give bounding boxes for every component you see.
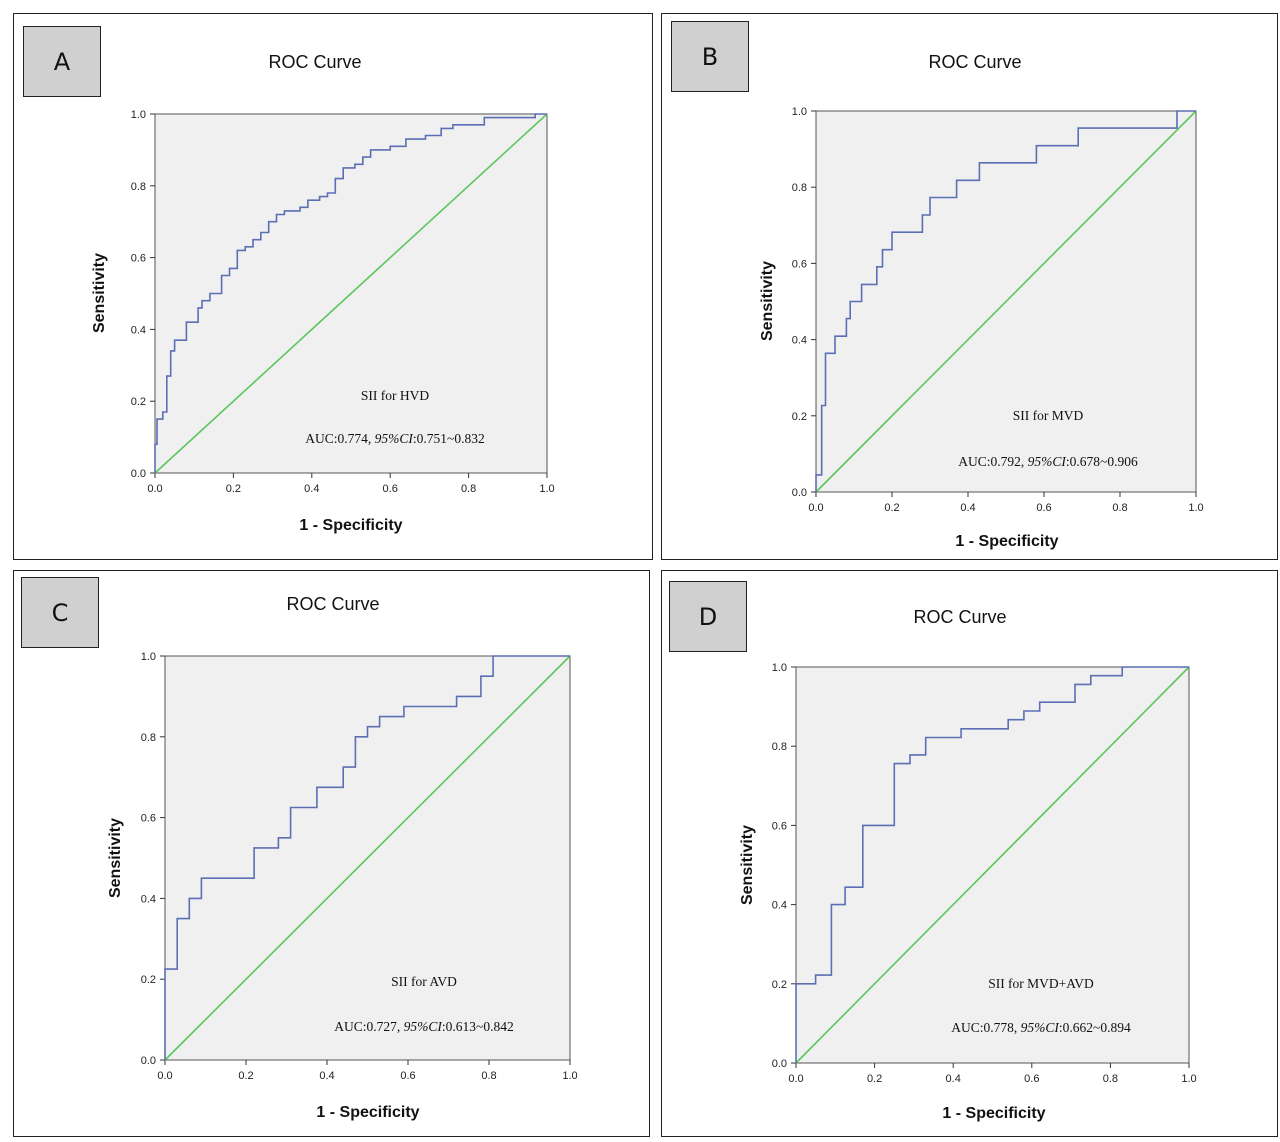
x-tick-label-c: 1.0 (562, 1070, 577, 1082)
auc-text-b: AUC:0.792, 95%CI:0.678~0.906 (958, 454, 1138, 469)
chart-title-c: ROC Curve (286, 594, 380, 614)
y-tick-label-a: 0.2 (131, 396, 146, 408)
x-tick-label-c: 0.2 (238, 1070, 253, 1082)
x-tick-label-c: 0.6 (400, 1070, 415, 1082)
x-tick-label-a: 0.8 (461, 483, 476, 495)
y-tick-label-a: 0.0 (131, 468, 146, 480)
x-tick-label-c: 0.0 (157, 1070, 172, 1082)
x-tick-label-a: 0.2 (226, 483, 241, 495)
y-tick-label-a: 0.8 (131, 181, 146, 193)
chart-d: 0.00.0 0.2 0.2 0.4 0.4 0.6 0.6 0.8 0.8 1.0 1.0 1 - … (739, 662, 1197, 1122)
roc-curve-c (164, 655, 570, 1060)
y-tick-label-b: 1.0 (792, 106, 807, 118)
reference-line-c (164, 655, 571, 1061)
x-axis-label-a: 1 - Specificity (299, 517, 402, 534)
x-tick-label-c: 0.8 (481, 1070, 496, 1082)
y-tick-label-b: 0.0 (792, 487, 807, 499)
x-tick-label-d: 0.8 (1103, 1073, 1118, 1085)
annotation-d: SII for MVD+AVD (988, 976, 1094, 991)
x-tick-label-a: 0.4 (304, 483, 319, 495)
x-tick-label-b: 0.2 (884, 502, 899, 514)
ci-label-c: 95%CI (404, 1019, 444, 1034)
y-axis-label-a: Sensitivity (91, 253, 108, 333)
y-axis-label-d: Sensitivity (739, 825, 756, 905)
y-tick-label-d: 0.4 (772, 900, 787, 912)
x-tick-label-b: 0.8 (1112, 502, 1127, 514)
ci-label-d: 95%CI (1021, 1020, 1061, 1035)
y-tick-label-c: 0.8 (141, 732, 156, 744)
x-tick-label-b: 1.0 (1188, 502, 1203, 514)
y-tick-label-c: 0.4 (141, 893, 156, 905)
y-axis-label-c: Sensitivity (107, 818, 124, 898)
panel-letter-b: B (671, 21, 749, 92)
x-axis-label-c: 1 - Specificity (316, 1104, 419, 1121)
x-tick-label-a: 0.0 (147, 483, 162, 495)
chart-title-d: ROC Curve (913, 607, 1007, 627)
chart-b: 0.00.0 0.2 0.2 0.4 0.4 0.6 0.6 0.8 0.8 1.0 1.0 1 - … (759, 106, 1204, 550)
roc-curve-b (815, 110, 1196, 492)
auc-value-c: AUC:0.727, (334, 1019, 403, 1034)
x-tick-label-d: 0.2 (867, 1073, 882, 1085)
x-tick-label-d: 0.0 (788, 1073, 803, 1085)
ci-label-b: 95%CI (1028, 454, 1068, 469)
x-tick-label-c: 0.4 (319, 1070, 334, 1082)
ci-value-a: :0.751~0.832 (413, 431, 485, 446)
chart-title-a: ROC Curve (268, 52, 362, 72)
y-tick-label-a: 0.6 (131, 253, 146, 265)
ci-value-b: :0.678~0.906 (1066, 454, 1138, 469)
ci-label-a: 95%CI (375, 431, 415, 446)
y-tick-label-d: 0.6 (772, 820, 787, 832)
y-tick-label-b: 0.8 (792, 182, 807, 194)
y-tick-label-d: 1.0 (772, 662, 787, 674)
annotation-b: SII for MVD (1013, 408, 1084, 423)
ci-value-d: :0.662~0.894 (1059, 1020, 1131, 1035)
auc-text-c: AUC:0.727, 95%CI:0.613~0.842 (334, 1019, 513, 1034)
auc-value-b: AUC:0.792, (958, 454, 1027, 469)
y-tick-label-c: 0.6 (141, 813, 156, 825)
x-tick-label-a: 0.6 (383, 483, 398, 495)
y-tick-label-c: 0.0 (141, 1055, 156, 1067)
panel-letter-c: C (21, 577, 99, 648)
x-tick-label-d: 0.6 (1024, 1073, 1039, 1085)
x-tick-label-b: 0.4 (960, 502, 975, 514)
x-tick-label-d: 1.0 (1181, 1073, 1196, 1085)
x-tick-label-b: 0.6 (1036, 502, 1051, 514)
y-tick-label-b: 0.6 (792, 258, 807, 270)
panel-letter-d: D (669, 581, 747, 652)
auc-value-a: AUC:0.774, (305, 431, 374, 446)
chart-a: 0.00.0 0.2 0.2 0.4 0.4 0.6 0.6 0.8 0.8 1.0 1.0 1 - … (91, 109, 555, 534)
y-tick-label-d: 0.2 (772, 979, 787, 991)
y-tick-label-c: 1.0 (141, 651, 156, 663)
chart-title-b: ROC Curve (928, 52, 1022, 72)
reference-line-d (795, 666, 1190, 1064)
ci-value-c: :0.613~0.842 (442, 1019, 514, 1034)
chart-c: 0.00.0 0.2 0.2 0.4 0.4 0.6 0.6 0.8 0.8 1.0 1.0 1 - … (107, 651, 578, 1121)
annotation-a: SII for HVD (361, 388, 429, 403)
x-axis-label-d: 1 - Specificity (942, 1105, 1045, 1122)
y-tick-label-c: 0.2 (141, 974, 156, 986)
auc-value-d: AUC:0.778, (951, 1020, 1020, 1035)
y-tick-label-a: 0.4 (131, 324, 146, 336)
x-tick-label-d: 0.4 (946, 1073, 961, 1085)
annotation-c: SII for AVD (391, 974, 457, 989)
auc-text-a: AUC:0.774, 95%CI:0.751~0.832 (305, 431, 484, 446)
y-tick-label-d: 0.8 (772, 741, 787, 753)
reference-line-b (815, 110, 1197, 493)
auc-text-d: AUC:0.778, 95%CI:0.662~0.894 (951, 1020, 1131, 1035)
panel-letter-a: A (23, 26, 101, 97)
y-tick-label-b: 0.4 (792, 335, 807, 347)
y-tick-label-a: 1.0 (131, 109, 146, 121)
x-axis-label-b: 1 - Specificity (955, 533, 1058, 550)
y-axis-label-b: Sensitivity (759, 261, 776, 341)
y-tick-label-b: 0.2 (792, 411, 807, 423)
roc-curve-a (154, 113, 547, 473)
roc-curve-d (795, 666, 1189, 1063)
reference-line-a (154, 113, 548, 474)
x-tick-label-b: 0.0 (808, 502, 823, 514)
x-tick-label-a: 1.0 (539, 483, 554, 495)
y-tick-label-d: 0.0 (772, 1058, 787, 1070)
